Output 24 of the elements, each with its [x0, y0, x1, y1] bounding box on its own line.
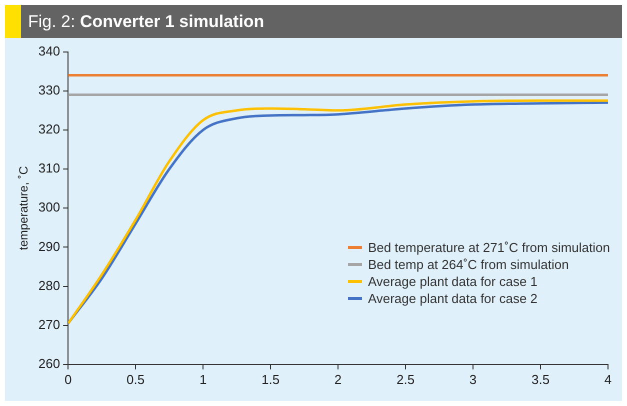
- x-tick-label: 1.5: [262, 372, 280, 387]
- y-axis-title: temperature, ˚C: [16, 166, 31, 250]
- y-tick-label: 290: [38, 238, 60, 254]
- y-tick-label: 340: [38, 43, 60, 58]
- x-tick-label: 3.5: [531, 372, 550, 387]
- y-tick-label: 300: [38, 200, 60, 215]
- y-tick-label: 280: [38, 278, 60, 293]
- y-tick-label: 320: [38, 122, 60, 137]
- x-tick-label: 3: [469, 372, 477, 387]
- x-tick-label: 2: [334, 372, 342, 387]
- legend-label: Bed temperature at 271˚C from simulation: [368, 239, 610, 256]
- y-tick-label: 310: [38, 160, 60, 176]
- x-tick-label: 2.5: [396, 372, 415, 387]
- y-tick-label: 260: [38, 356, 60, 371]
- legend-label: Average plant data for case 1: [368, 273, 538, 290]
- legend-label: Bed temp at 264˚C from simulation: [368, 256, 569, 273]
- x-tick-label: 0: [64, 372, 72, 387]
- y-tick-label: 330: [38, 82, 60, 98]
- y-tick-label: 270: [38, 316, 60, 332]
- x-tick-label: 4: [604, 372, 612, 387]
- x-tick-label: 1: [199, 372, 207, 387]
- chart-title: Fig. 2: Converter 1 simulation: [28, 12, 264, 32]
- x-tick-label: 0.5: [126, 372, 145, 387]
- legend-label: Average plant data for case 2: [368, 290, 538, 307]
